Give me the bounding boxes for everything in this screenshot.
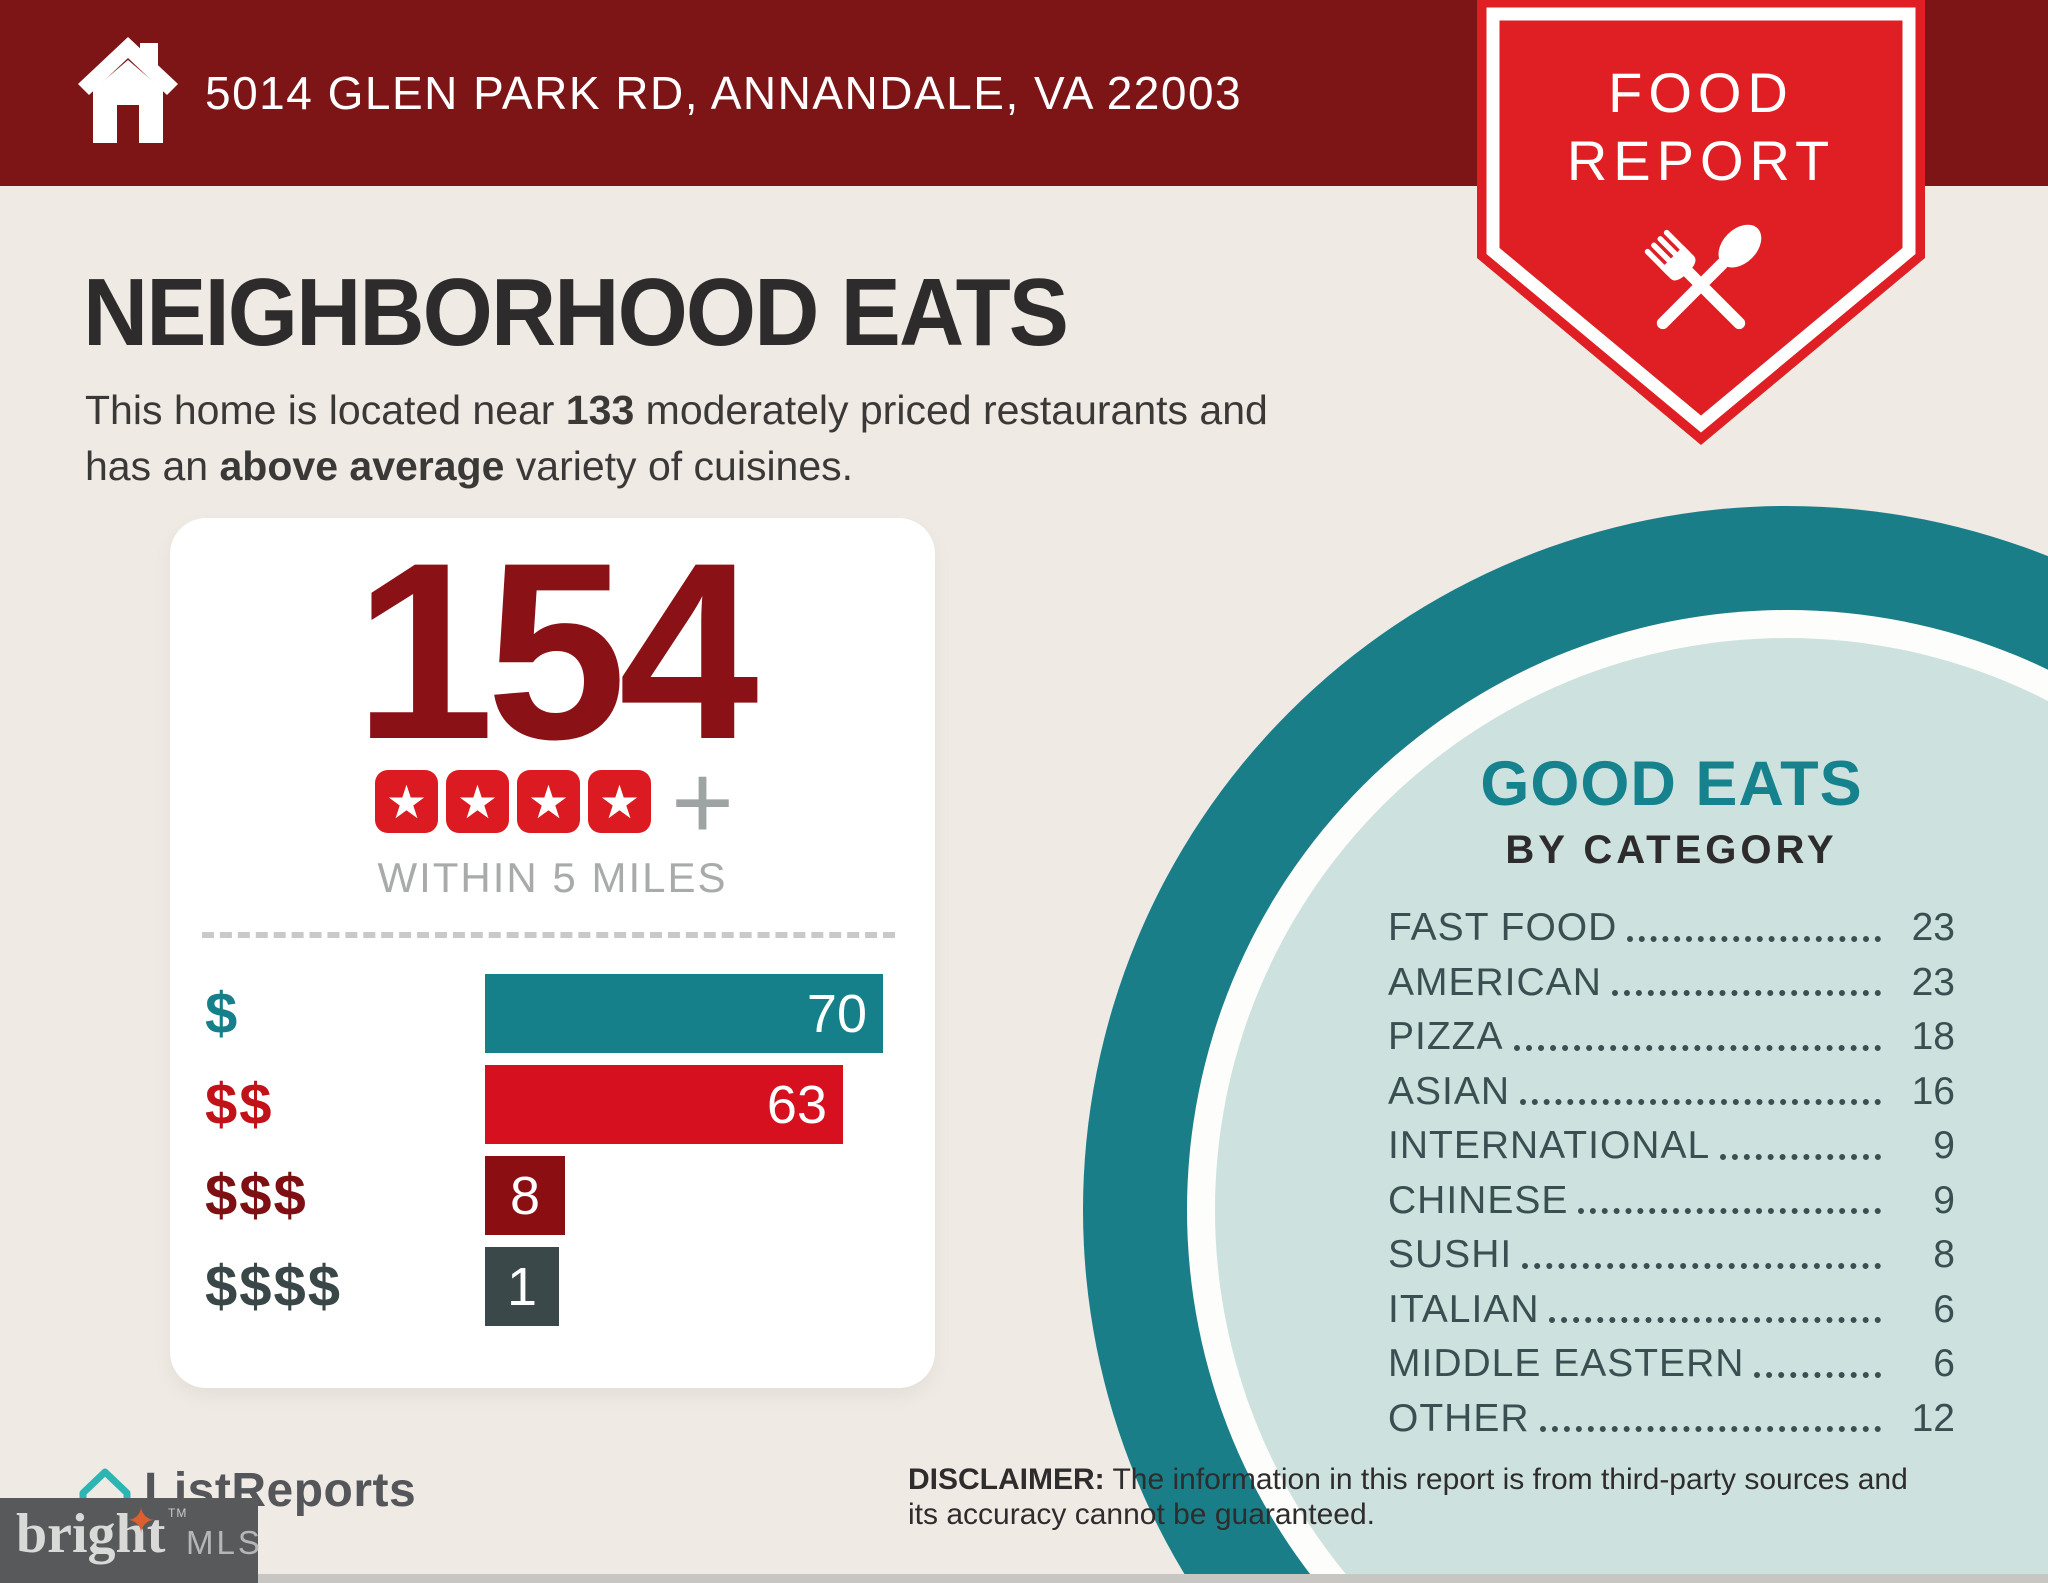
- bottom-strip: [0, 1574, 2048, 1583]
- variety-highlight: above average: [219, 443, 505, 489]
- dotted-leader: [1578, 1208, 1881, 1214]
- price-tier-bar: 8: [485, 1156, 565, 1235]
- crossed-spoon-and-fork-icon: [1644, 224, 1762, 330]
- dotted-leader: [1627, 935, 1881, 942]
- restaurant-count-highlight: 133: [565, 387, 635, 433]
- dotted-leader: [1611, 990, 1881, 996]
- category-row: ASIAN 16: [1388, 1065, 1955, 1120]
- category-row: ITALIAN 6: [1388, 1283, 1955, 1338]
- category-label: PIZZA: [1388, 1015, 1504, 1059]
- category-value: 18: [1911, 1015, 1955, 1059]
- within-radius-label: WITHIN 5 MILES: [377, 854, 728, 901]
- star-icon: ★: [587, 770, 651, 833]
- star-rating: ★ ★ ★ ★ +: [170, 740, 935, 862]
- bright-mls-logo: bright ✦ TM MLS: [0, 1498, 260, 1583]
- category-value: 16: [1911, 1069, 1955, 1113]
- category-value: 6: [1933, 1342, 1955, 1386]
- good-eats-subtitle: BY CATEGORY: [1505, 828, 1838, 872]
- food-report-ribbon: FOOD REPORT: [1477, 0, 1925, 445]
- price-tier-row: $$$ 8: [170, 1156, 935, 1235]
- category-row: MIDDLE EASTERN 6: [1388, 1337, 1955, 1392]
- category-label: ASIAN: [1388, 1069, 1511, 1113]
- price-tier-bar: 70: [485, 974, 883, 1053]
- star-row: ★ ★ ★ ★: [371, 770, 655, 833]
- category-label: FAST FOOD: [1388, 906, 1618, 950]
- property-address: 5014 GLEN PARK RD, ANNANDALE, VA 22003: [205, 67, 1243, 119]
- category-row: FAST FOOD 23: [1388, 901, 1955, 956]
- price-tier-bar: 1: [485, 1247, 559, 1326]
- category-value: 9: [1933, 1178, 1955, 1222]
- price-tier-row: $$$$ 1: [170, 1247, 935, 1326]
- price-tier-value: 8: [509, 1165, 541, 1226]
- price-tier-bar: 63: [485, 1065, 843, 1144]
- category-label: SUSHI: [1388, 1233, 1513, 1277]
- price-tier-label: $$$: [205, 1163, 308, 1228]
- category-value: 23: [1911, 960, 1955, 1004]
- intro-line2-pre: has an: [85, 443, 220, 489]
- dotted-leader: [1549, 1317, 1881, 1323]
- category-value: 9: [1933, 1124, 1955, 1168]
- price-tier-row: $$ 63: [170, 1065, 935, 1144]
- intro-line1-pre: This home is located near: [85, 387, 566, 433]
- dotted-leader: [1539, 1426, 1881, 1432]
- disclaimer-text: The information in this report is from t…: [908, 1463, 1908, 1531]
- disclaimer-label: DISCLAIMER:: [908, 1463, 1105, 1496]
- category-label: MIDDLE EASTERN: [1388, 1342, 1745, 1386]
- price-tier-label: $$$$: [205, 1254, 343, 1319]
- category-row: SUSHI 8: [1388, 1228, 1955, 1283]
- intro-line2-post: variety of cuisines.: [504, 443, 854, 489]
- category-row: INTERNATIONAL 9: [1388, 1119, 1955, 1174]
- dotted-leader: [1520, 1099, 1881, 1105]
- plus-icon: +: [670, 740, 735, 862]
- ribbon-line2: REPORT: [1567, 129, 1835, 192]
- star-icon: ★: [445, 770, 509, 833]
- category-value: 12: [1911, 1396, 1955, 1440]
- bright-wordmark: bright: [16, 1503, 166, 1565]
- price-tier-value: 70: [806, 983, 867, 1044]
- category-label: ITALIAN: [1388, 1287, 1540, 1331]
- price-tier-row: $70: [170, 974, 935, 1053]
- price-tier-value: 1: [506, 1256, 538, 1317]
- category-label: CHINESE: [1388, 1178, 1569, 1222]
- home-icon: [78, 37, 178, 143]
- category-row: PIZZA 18: [1388, 1010, 1955, 1065]
- price-tier-label: $$: [205, 1072, 274, 1137]
- category-row: CHINESE 9: [1388, 1174, 1955, 1229]
- restaurant-count: 154: [354, 511, 758, 792]
- category-label: AMERICAN: [1388, 960, 1602, 1004]
- price-tier-label: $: [205, 981, 240, 1046]
- dotted-leader: [1513, 1044, 1881, 1051]
- dotted-leader: [1522, 1262, 1881, 1269]
- good-eats-title: GOOD EATS: [1480, 749, 1863, 819]
- ribbon-line1: FOOD: [1608, 61, 1794, 124]
- intro-line1-post: moderately priced restaurants and: [634, 387, 1268, 433]
- good-eats-panel: GOOD EATS BY CATEGORY FAST FOOD 23 AMERICA…: [1388, 748, 1955, 1446]
- category-list: FAST FOOD 23 AMERICAN 23 PIZZA 18 ASIAN 16 INTER…: [1388, 901, 1955, 1446]
- category-value: 6: [1933, 1287, 1955, 1331]
- category-value: 23: [1911, 906, 1955, 950]
- trademark-symbol: TM: [168, 1506, 188, 1520]
- category-label: INTERNATIONAL: [1388, 1124, 1711, 1168]
- star-icon: ★: [374, 770, 438, 833]
- star-icon: ★: [516, 770, 580, 833]
- page-title: NEIGHBORHOOD EATS: [83, 259, 1069, 366]
- category-value: 8: [1933, 1233, 1955, 1277]
- dotted-leader: [1754, 1371, 1881, 1378]
- restaurant-summary-card: 154 ★ ★ ★ ★ + WITHIN 5 MILES $70 $$ 63 $$$ 8 $$$…: [170, 518, 935, 1388]
- category-label: OTHER: [1388, 1396, 1530, 1440]
- price-tier-bar-chart: $70 $$ 63 $$$ 8 $$$$ 1: [170, 974, 935, 1338]
- disclaimer: DISCLAIMER: The information in this repo…: [908, 1462, 1913, 1532]
- mls-label: MLS: [186, 1524, 263, 1561]
- price-tier-value: 63: [766, 1074, 827, 1135]
- category-row: OTHER 12: [1388, 1392, 1955, 1447]
- bright-star-icon: ✦: [126, 1500, 157, 1541]
- dotted-leader: [1720, 1153, 1881, 1160]
- intro-text: This home is located near 133 moderately…: [85, 382, 1268, 494]
- dashed-divider: [202, 932, 895, 938]
- category-row: AMERICAN 23: [1388, 956, 1955, 1011]
